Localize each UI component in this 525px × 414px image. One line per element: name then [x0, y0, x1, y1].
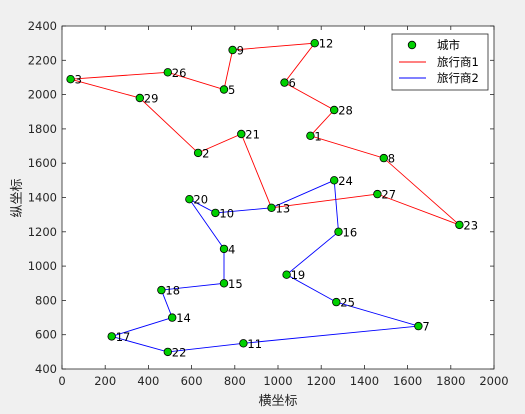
city-point-6	[280, 78, 289, 87]
y-tick-label: 1600	[28, 156, 57, 170]
city-label-21: 21	[245, 128, 260, 142]
city-point-29	[135, 93, 144, 103]
y-tick-label: 1800	[28, 122, 57, 136]
x-tick-label: 800	[224, 374, 246, 388]
city-label-15: 15	[228, 277, 243, 291]
city-label-26: 26	[172, 66, 187, 80]
city-point-20	[185, 194, 194, 204]
x-tick-label: 2000	[479, 374, 508, 388]
city-label-22: 22	[172, 345, 187, 359]
city-label-3: 3	[75, 73, 82, 87]
city-point-7	[414, 321, 423, 331]
city-point-17	[107, 332, 116, 341]
x-tick-label: 600	[181, 374, 203, 388]
city-point-10	[211, 208, 220, 218]
legend-label-salesman-1: 旅行商1	[437, 55, 479, 69]
city-label-2: 2	[202, 146, 209, 160]
city-label-4: 4	[228, 242, 235, 256]
route-line-salesman-2	[110, 179, 419, 353]
city-label-25: 25	[340, 296, 355, 310]
x-tick-label: 200	[94, 374, 116, 388]
y-tick-label: 1200	[28, 225, 57, 239]
city-label-10: 10	[219, 206, 234, 220]
y-tick-label: 1400	[28, 191, 57, 205]
legend: 城市 旅行商1 旅行商2	[391, 33, 489, 91]
city-point-24	[330, 176, 339, 185]
city-label-16: 16	[343, 225, 358, 239]
city-point-11	[239, 339, 248, 348]
x-tick-label: 1600	[393, 374, 422, 388]
x-tick-label: 1800	[436, 374, 465, 388]
x-tick-label: 1200	[307, 374, 336, 388]
city-label-13: 13	[276, 201, 291, 215]
city-label-11: 11	[247, 337, 262, 351]
city-label-19: 19	[291, 268, 306, 282]
route-lines	[70, 42, 460, 353]
x-tick-label: 1000	[263, 374, 292, 388]
city-label-6: 6	[289, 76, 296, 90]
city-label-7: 7	[422, 320, 429, 334]
y-axis-title: 纵坐标	[10, 178, 25, 217]
legend-label-cities: 城市	[437, 38, 460, 52]
city-point-26	[163, 68, 172, 77]
city-point-28	[330, 105, 339, 115]
y-tick-label: 600	[35, 328, 57, 342]
city-label-14: 14	[176, 311, 191, 325]
city-point-1	[306, 131, 315, 140]
x-axis-ticks: 0 200 400 600 800 1000 1200 1400 1600 1800 2000	[58, 26, 509, 388]
x-tick-label: 0	[58, 374, 65, 388]
y-axis-ticks: 400 600 800 1000 1200 1400 1600 1800 2000 2200 240…	[28, 19, 494, 376]
city-label-18: 18	[165, 284, 180, 298]
y-tick-label: 2000	[28, 88, 57, 102]
legend-city-marker	[407, 40, 417, 50]
city-point-14	[167, 313, 177, 322]
city-point-2	[193, 148, 203, 158]
city-point-9	[228, 45, 237, 55]
city-point-15	[219, 279, 229, 288]
city-point-4	[219, 244, 229, 254]
city-label-9: 9	[237, 44, 244, 58]
y-tick-label: 1000	[28, 259, 57, 273]
city-point-18	[157, 285, 166, 295]
x-axis-title: 横坐标	[258, 394, 297, 409]
city-label-23: 23	[463, 218, 478, 232]
city-point-25	[332, 297, 341, 307]
city-label-28: 28	[338, 104, 353, 118]
city-label-5: 5	[228, 83, 235, 97]
y-tick-label: 2400	[28, 19, 57, 33]
city-point-12	[310, 39, 319, 48]
legend-label-salesman-2: 旅行商2	[437, 71, 479, 85]
city-label-20: 20	[193, 193, 208, 207]
city-points	[66, 39, 464, 357]
city-label-29: 29	[144, 92, 159, 106]
city-label-27: 27	[381, 188, 396, 202]
city-point-5	[219, 85, 229, 94]
city-point-3	[66, 74, 75, 84]
city-point-21	[237, 129, 246, 139]
y-tick-label: 400	[35, 362, 57, 376]
city-label-12: 12	[319, 37, 334, 51]
y-tick-label: 800	[35, 293, 57, 307]
city-point-27	[373, 189, 382, 199]
city-point-19	[282, 270, 291, 279]
route-line-salesman-1	[70, 42, 460, 226]
y-tick-label: 2200	[28, 53, 57, 67]
city-point-23	[455, 220, 464, 230]
city-label-24: 24	[338, 174, 353, 188]
city-point-22	[163, 347, 172, 357]
x-tick-label: 400	[137, 374, 159, 388]
city-label-8: 8	[388, 152, 395, 166]
x-tick-label: 1400	[350, 374, 379, 388]
city-label-17: 17	[116, 330, 131, 344]
city-point-13	[267, 203, 276, 212]
city-label-1: 1	[314, 129, 321, 143]
city-point-16	[334, 227, 343, 236]
city-point-8	[379, 153, 388, 163]
